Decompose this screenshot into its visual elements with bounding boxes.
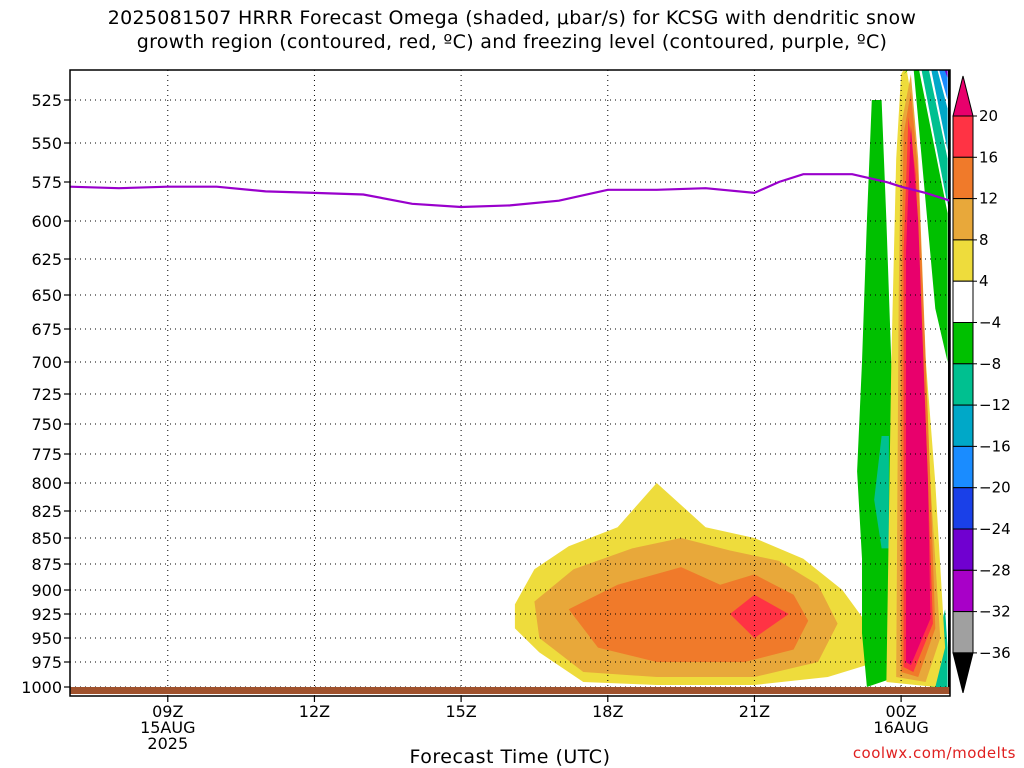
y-tick-label-750: 750 [31, 415, 62, 434]
omega-region-13 [921, 70, 948, 206]
colorbar-box-9 [952, 445, 974, 489]
x-tick-label-21Z-1: 21Z [739, 702, 770, 721]
colorbar-box-5 [952, 280, 974, 324]
colorbar-box-2 [952, 156, 974, 200]
colorbar-box-11 [952, 528, 974, 571]
chart-title: 2025081507 HRRR Forecast Omega (shaded, … [107, 7, 917, 53]
x-axis-label: Forecast Time (UTC) [409, 746, 611, 768]
y-tick-label-925: 925 [31, 605, 62, 624]
y-tick-label-975: 975 [31, 653, 62, 672]
colorbar-box-12 [952, 569, 974, 613]
colorbar-bottom-arrow [952, 652, 974, 694]
y-tick-label-800: 800 [31, 474, 62, 493]
y-tick-label-525: 525 [31, 91, 62, 110]
y-tick-label-900: 900 [31, 581, 62, 600]
y-tick-label-725: 725 [31, 385, 62, 404]
credit-link[interactable]: coolwx.com/modelts [852, 744, 1016, 762]
x-tick-label-09Z-1: 09Z [152, 702, 183, 721]
surface-band-rect [70, 687, 950, 694]
y-tick-label-625: 625 [31, 250, 62, 269]
colorbar-box-3 [952, 198, 974, 241]
x-tick-label-00Z-2: 16AUG [873, 718, 928, 737]
colorbar-label-3: 8 [979, 231, 989, 249]
omega-region-3 [730, 594, 789, 638]
grid-lines [70, 70, 950, 696]
x-tick-label-09Z-2: 15AUG [140, 718, 195, 737]
y-axis: 525 550 575 600 625 650 675 700 725 750 775 800 825 8… [21, 91, 70, 697]
y-tick-label-775: 775 [31, 445, 62, 464]
x-tick-label-00Z-1: 00Z [885, 702, 916, 721]
plot-frame [69, 69, 951, 697]
omega-region-2 [568, 567, 809, 662]
omega-region-15 [939, 70, 948, 100]
colorbar-box-13 [952, 611, 974, 654]
colorbar-label-8: −16 [979, 437, 1011, 455]
y-tick-label-700: 700 [31, 353, 62, 372]
colorbar-label-6: −8 [979, 355, 1001, 373]
colorbar-label-1: 16 [979, 148, 998, 166]
colorbar-box-1 [952, 115, 974, 158]
y-tick-label-575: 575 [31, 173, 62, 192]
y-tick-label-600: 600 [31, 212, 62, 231]
y-tick-label-950: 950 [31, 629, 62, 648]
colorbar-box-6 [952, 322, 974, 365]
colorbar-label-9: −20 [979, 479, 1011, 497]
omega-region-5 [874, 436, 889, 549]
colorbar-box-4 [952, 239, 974, 282]
colorbar-label-11: −28 [979, 561, 1011, 579]
y-tick-label-825: 825 [31, 502, 62, 521]
omega-shading [514, 70, 950, 692]
colorbar-box-8 [952, 404, 974, 447]
colorbar-box-10 [952, 487, 974, 530]
colorbar-label-5: −4 [979, 314, 1001, 332]
omega-region-11 [906, 125, 931, 666]
x-tick-label-18Z-1: 18Z [592, 702, 623, 721]
colorbar-label-13: −36 [979, 644, 1011, 662]
omega-region-12 [903, 70, 948, 362]
x-tick-label-15Z-1: 15Z [445, 702, 476, 721]
colorbar-label-0: 20 [979, 107, 998, 125]
omega-region-14 [931, 70, 948, 151]
y-tick-label-850: 850 [31, 529, 62, 548]
colorbar-label-12: −32 [979, 603, 1011, 621]
omega-region-16 [944, 70, 948, 78]
colorbar-box-7 [952, 363, 974, 406]
y-tick-label-650: 650 [31, 286, 62, 305]
x-tick-label-12Z-1: 12Z [299, 702, 330, 721]
colorbar: 20 16 12 8 4 −4 −8 −12 −16 −20 −24 −28 −32 −36 [952, 75, 1011, 694]
y-tick-label-550: 550 [31, 134, 62, 153]
colorbar-top-arrow [952, 75, 974, 117]
surface-band [70, 687, 950, 694]
y-tick-label-675: 675 [31, 320, 62, 339]
freezing-level-layer [70, 173, 950, 209]
colorbar-label-10: −24 [979, 520, 1011, 538]
y-tick-label-1000: 1000 [21, 678, 62, 697]
x-tick-label-09Z-3: 2025 [147, 734, 188, 753]
colorbar-label-2: 12 [979, 190, 998, 208]
y-tick-label-875: 875 [31, 555, 62, 574]
colorbar-label-7: −12 [979, 396, 1011, 414]
colorbar-label-4: 4 [979, 272, 989, 290]
freezing-level-line [70, 173, 950, 209]
